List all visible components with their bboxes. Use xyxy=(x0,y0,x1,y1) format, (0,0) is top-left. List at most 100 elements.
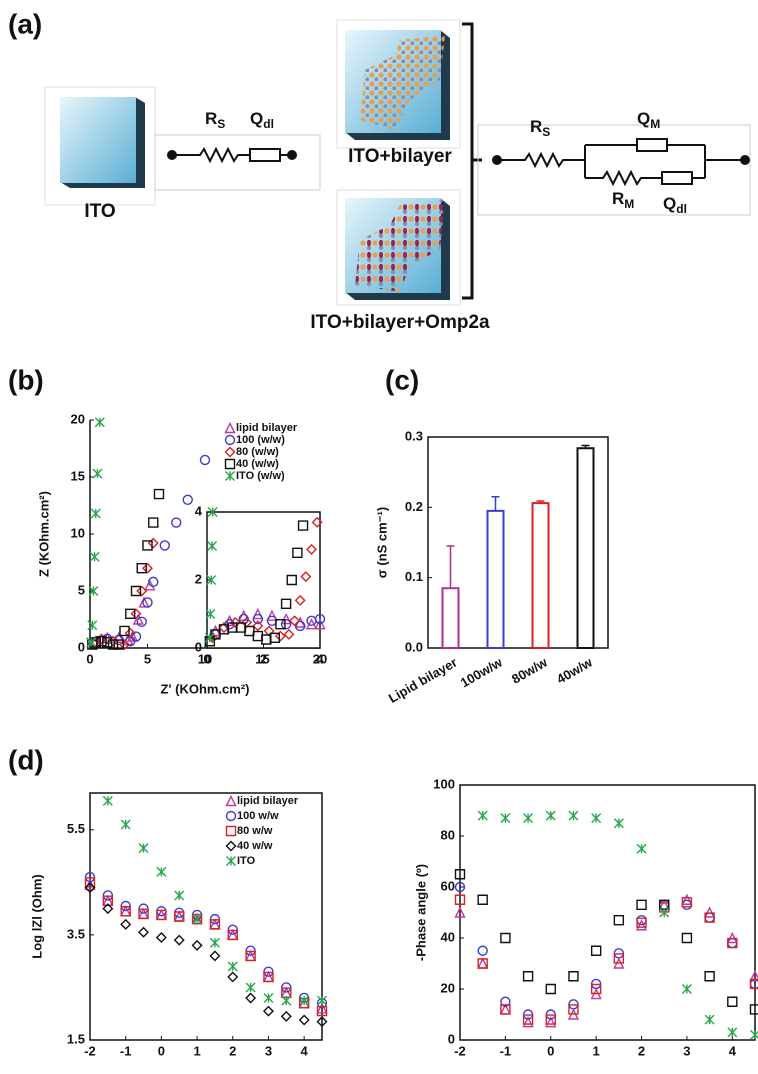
marker xyxy=(124,627,136,639)
legend-marker xyxy=(226,856,236,866)
marker xyxy=(171,517,182,528)
marker xyxy=(94,417,105,428)
marker xyxy=(209,950,221,962)
marker xyxy=(204,632,215,643)
marker xyxy=(500,932,511,944)
marker xyxy=(727,996,738,1007)
y-axis-title: Log lZl (Ohm) xyxy=(29,874,44,958)
marker xyxy=(142,540,153,551)
component-label: RS xyxy=(205,109,225,131)
marker xyxy=(174,890,185,901)
marker xyxy=(136,585,148,597)
y-tick-label: 0.3 xyxy=(405,428,423,443)
marker xyxy=(704,971,715,982)
marker xyxy=(454,881,466,893)
marker xyxy=(92,468,103,479)
marker xyxy=(209,913,221,925)
marker xyxy=(120,906,131,917)
marker xyxy=(281,987,292,998)
marker xyxy=(84,882,96,894)
marker xyxy=(283,628,295,640)
error-bar xyxy=(446,545,455,589)
marker xyxy=(477,810,488,821)
marker xyxy=(125,608,136,619)
marker xyxy=(522,1016,534,1028)
marker xyxy=(102,890,114,901)
legend-marker xyxy=(225,471,235,481)
marker xyxy=(294,594,306,606)
legend-marker xyxy=(225,840,237,852)
marker xyxy=(244,949,257,962)
y-tick-label: 60 xyxy=(441,878,455,893)
marker xyxy=(155,932,167,944)
y-tick-label: 5 xyxy=(78,582,85,597)
marker xyxy=(636,899,647,911)
x-tick-label: 2 xyxy=(229,1043,236,1058)
x-tick-label: 40w/w xyxy=(554,654,595,687)
omp2a-image xyxy=(336,189,461,306)
marker xyxy=(87,620,98,631)
marker xyxy=(314,618,326,630)
x-tick-label: -1 xyxy=(120,1043,132,1058)
marker xyxy=(636,843,647,854)
component-label: Qdl xyxy=(250,109,274,131)
marker xyxy=(500,813,511,824)
marker xyxy=(274,630,286,642)
marker xyxy=(635,919,648,931)
marker xyxy=(227,961,238,972)
marker xyxy=(280,1010,292,1022)
error-bar xyxy=(536,500,545,504)
marker xyxy=(568,971,579,982)
marker xyxy=(591,813,602,824)
marker xyxy=(545,1014,556,1025)
marker xyxy=(704,912,715,923)
omp2a-label: ITO+bilayer+Omp2a xyxy=(310,312,490,333)
marker xyxy=(545,983,556,995)
marker xyxy=(613,818,624,829)
x-tick-label: 1 xyxy=(193,1043,200,1058)
legend-label: 100 w/w xyxy=(237,810,279,822)
marker xyxy=(173,934,185,946)
panel-label: (d) xyxy=(8,744,44,775)
marker xyxy=(207,541,218,551)
marker xyxy=(120,918,132,930)
marker xyxy=(314,613,326,625)
marker xyxy=(182,494,193,505)
x-tick-label: 2 xyxy=(260,651,267,666)
y-tick-label: 100 xyxy=(433,776,455,791)
marker xyxy=(316,1002,328,1014)
marker xyxy=(295,620,306,632)
marker xyxy=(138,596,150,608)
marker xyxy=(727,1027,738,1038)
marker xyxy=(659,899,670,911)
marker xyxy=(138,903,149,914)
marker xyxy=(545,810,556,821)
legend-marker xyxy=(224,458,236,470)
marker xyxy=(681,893,693,905)
x-tick-label: 10 xyxy=(198,651,212,666)
marker xyxy=(120,905,132,917)
legend-marker xyxy=(225,810,237,822)
marker xyxy=(262,970,275,983)
marker xyxy=(454,906,466,918)
marker xyxy=(156,866,167,877)
marker xyxy=(86,637,97,648)
marker xyxy=(137,907,150,920)
y-tick-label: 10 xyxy=(71,525,85,540)
marker xyxy=(266,609,278,621)
marker xyxy=(299,995,310,1006)
y-tick-label: 0.0 xyxy=(405,639,423,654)
ito-label: ITO xyxy=(84,201,115,222)
marker xyxy=(275,619,286,630)
marker xyxy=(229,617,241,628)
marker xyxy=(317,995,327,1006)
marker xyxy=(522,1014,534,1025)
x-tick-label: 20 xyxy=(313,651,327,666)
marker xyxy=(659,907,670,918)
y-tick-label: 1.5 xyxy=(67,1031,85,1046)
marker xyxy=(300,571,312,583)
marker xyxy=(252,613,264,625)
marker xyxy=(174,911,185,922)
marker xyxy=(120,819,131,830)
